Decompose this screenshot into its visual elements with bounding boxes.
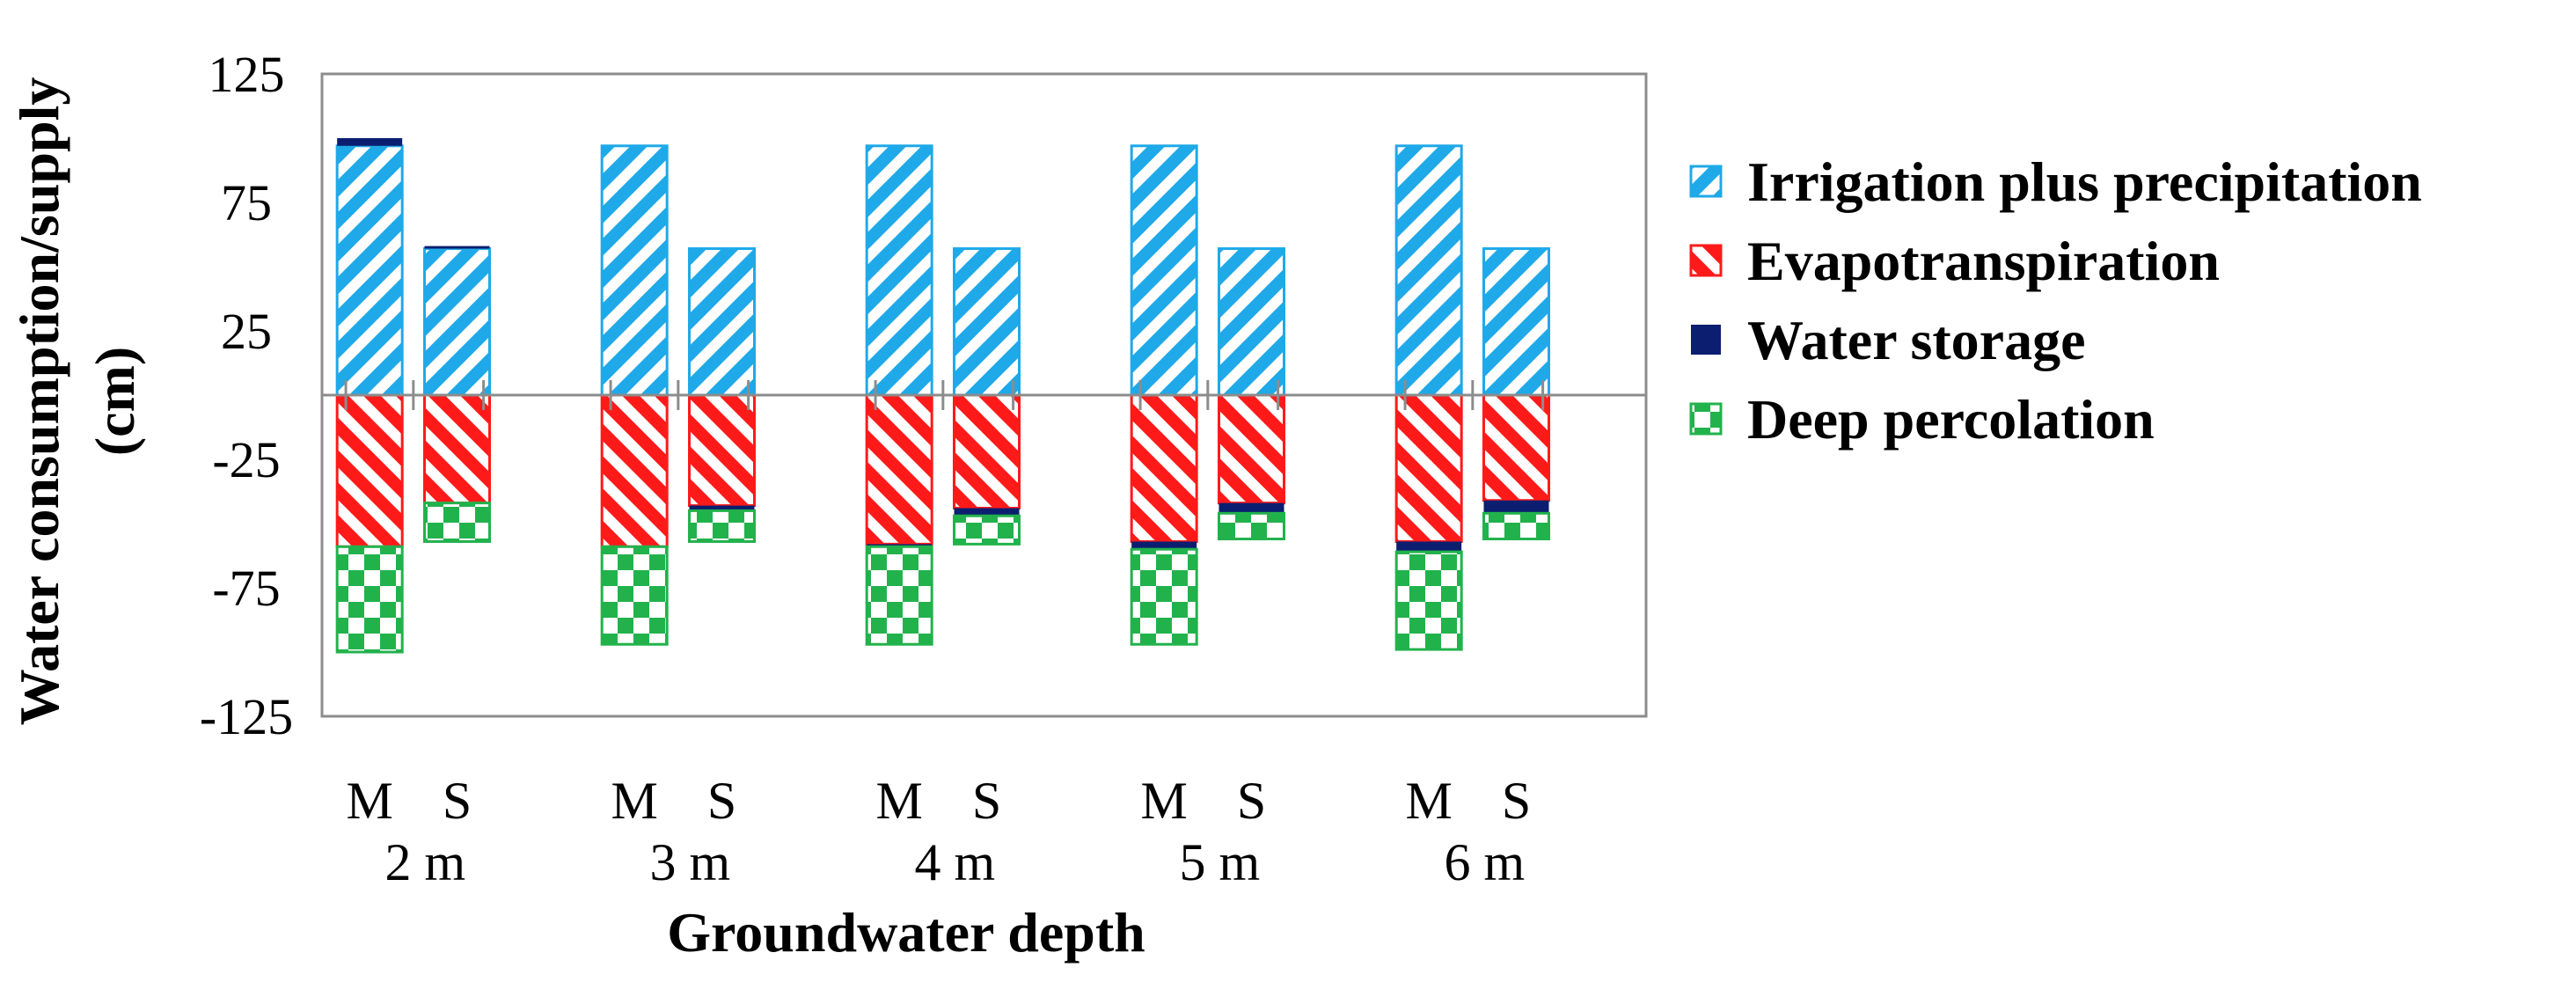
bar-water-storage-5 — [954, 508, 1020, 517]
legend-swatch-deep-percolation — [1689, 402, 1723, 436]
x-group-label: 6 m — [1445, 833, 1526, 891]
bar-water-storage-0 — [337, 138, 403, 146]
x-axis-title: Groundwater depth — [667, 901, 1145, 964]
x-category-label: M — [1406, 772, 1453, 830]
bar-deep-percolation-5 — [953, 514, 1021, 546]
legend: Irrigation plus precipitation Evapotransp… — [1689, 150, 2422, 451]
x-group-label: 3 m — [650, 833, 731, 891]
y-tick-label: 25 — [221, 303, 272, 360]
y-tick-label: 125 — [209, 46, 285, 103]
legend-label: Deep percolation — [1747, 388, 2155, 451]
y-tick-label: -125 — [200, 688, 293, 745]
bar-irrigation-plus-precipitation-8 — [1394, 144, 1463, 397]
legend-label: Irrigation plus precipitation — [1747, 150, 2422, 213]
bar-irrigation-plus-precipitation-3 — [688, 247, 757, 397]
bar-deep-percolation-4 — [865, 545, 933, 646]
x-category-label: M — [611, 772, 658, 830]
y-axis-title-line-1: Water consumption/supply — [8, 77, 70, 726]
bar-deep-percolation-7 — [1218, 511, 1286, 541]
bar-deep-percolation-9 — [1482, 511, 1551, 541]
bar-water-storage-6 — [1131, 541, 1197, 550]
legend-swatch-irrigation-plus-precipitation — [1689, 165, 1723, 198]
y-axis-title-line-2: (cm) — [84, 347, 146, 456]
legend-label: Water storage — [1747, 309, 2085, 371]
x-category-label: S — [443, 772, 472, 830]
bar-deep-percolation-8 — [1394, 550, 1463, 651]
y-tick-label: 75 — [221, 174, 272, 231]
bar-irrigation-plus-precipitation-7 — [1218, 247, 1286, 397]
bar-deep-percolation-6 — [1130, 547, 1198, 646]
y-tick-labels: 125 75 25 -25 -75 -125 — [200, 46, 293, 745]
x-group-label: 4 m — [915, 833, 996, 891]
bar-evapotranspiration-3 — [688, 393, 757, 508]
y-tick-label: -75 — [212, 560, 280, 617]
bar-evapotranspiration-7 — [1218, 393, 1286, 505]
bar-evapotranspiration-5 — [953, 393, 1021, 509]
bar-water-storage-8 — [1396, 541, 1462, 553]
legend-swatch-evapotranspiration — [1689, 244, 1723, 277]
bar-evapotranspiration-1 — [423, 393, 492, 505]
y-tick-label: -25 — [212, 431, 280, 488]
bar-irrigation-plus-precipitation-6 — [1130, 144, 1198, 397]
x-category-label: S — [707, 772, 736, 830]
x-group-label: 2 m — [385, 833, 466, 891]
x-category-label: S — [972, 772, 1001, 830]
bar-irrigation-plus-precipitation-0 — [335, 144, 404, 397]
bar-irrigation-plus-precipitation-4 — [865, 144, 933, 397]
legend-label: Evapotranspiration — [1747, 230, 2220, 292]
bar-evapotranspiration-8 — [1394, 393, 1463, 543]
bar-evapotranspiration-6 — [1130, 393, 1198, 543]
bars-layer — [335, 138, 1551, 654]
bar-deep-percolation-2 — [600, 545, 669, 646]
zero-ticks — [344, 380, 1545, 410]
bar-irrigation-plus-precipitation-1 — [423, 247, 492, 397]
x-category-label: M — [347, 772, 393, 830]
legend-swatch-water-storage — [1691, 325, 1721, 355]
bar-irrigation-plus-precipitation-5 — [953, 247, 1021, 397]
x-category-label: M — [1141, 772, 1188, 830]
bar-deep-percolation-0 — [335, 545, 404, 654]
bar-irrigation-plus-precipitation-9 — [1482, 247, 1551, 397]
bar-evapotranspiration-4 — [865, 393, 933, 546]
bar-irrigation-plus-precipitation-2 — [600, 144, 669, 397]
x-category-label: M — [876, 772, 923, 830]
bar-evapotranspiration-0 — [335, 393, 404, 548]
x-group-label: 5 m — [1180, 833, 1261, 891]
x-category-label: S — [1502, 772, 1531, 830]
bar-evapotranspiration-2 — [600, 393, 669, 548]
x-category-label: S — [1237, 772, 1266, 830]
bar-evapotranspiration-9 — [1482, 393, 1551, 502]
x-group-labels: 2 m 3 m 4 m 5 m 6 m — [385, 833, 1526, 891]
bar-water-storage-1 — [424, 246, 490, 249]
bar-water-storage-7 — [1218, 502, 1284, 514]
bar-deep-percolation-1 — [423, 502, 492, 543]
bar-water-storage-3 — [689, 505, 755, 511]
bar-water-storage-9 — [1483, 500, 1549, 514]
y-axis-title: Water consumption/supply (cm) — [8, 77, 146, 726]
bar-deep-percolation-3 — [688, 509, 757, 543]
